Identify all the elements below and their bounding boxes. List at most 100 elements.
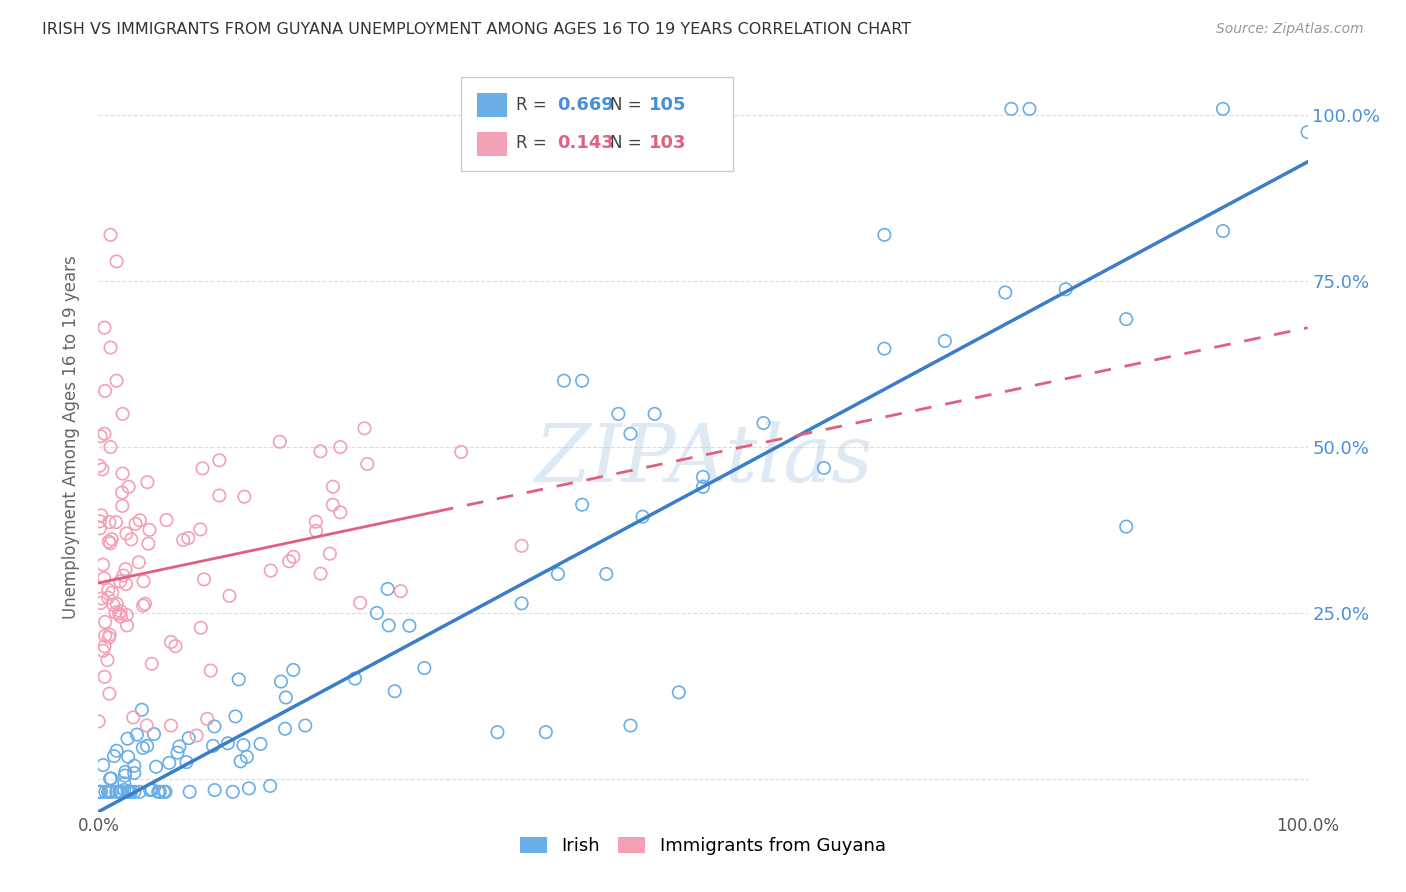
Irish [110,785,132,799]
Immigrants from Guyana [319,547,342,561]
Immigrants from Guyana [309,444,332,458]
Irish [141,782,163,797]
Irish [217,736,239,750]
Irish [534,725,557,739]
Immigrants from Guyana [305,515,328,529]
Irish [366,606,388,620]
Immigrants from Guyana [100,532,122,546]
Immigrants from Guyana [218,589,240,603]
Irish [1000,102,1022,116]
Irish [112,776,135,790]
Irish [813,461,835,475]
Immigrants from Guyana [208,488,231,502]
Immigrants from Guyana [98,515,121,529]
Immigrants from Guyana [124,516,146,531]
Immigrants from Guyana [195,712,218,726]
Immigrants from Guyana [96,653,118,667]
Irish [179,785,201,799]
Immigrants from Guyana [510,539,533,553]
Irish [98,785,121,799]
Immigrants from Guyana [100,341,122,355]
Immigrants from Guyana [190,621,212,635]
Immigrants from Guyana [160,718,183,732]
Immigrants from Guyana [118,480,141,494]
Immigrants from Guyana [135,718,157,732]
Irish [692,480,714,494]
Immigrants from Guyana [93,571,115,585]
Immigrants from Guyana [91,558,114,572]
Immigrants from Guyana [349,596,371,610]
FancyBboxPatch shape [461,78,734,171]
Irish [249,737,271,751]
Text: IRISH VS IMMIGRANTS FROM GUYANA UNEMPLOYMENT AMONG AGES 16 TO 19 YEARS CORRELATI: IRISH VS IMMIGRANTS FROM GUYANA UNEMPLOY… [42,22,911,37]
Irish [103,749,125,764]
Immigrants from Guyana [120,533,142,547]
Immigrants from Guyana [94,629,117,643]
Immigrants from Guyana [200,664,222,678]
Immigrants from Guyana [105,597,128,611]
Irish [91,758,114,772]
Irish [934,334,956,348]
Immigrants from Guyana [191,461,214,475]
Irish [1054,282,1077,296]
Immigrants from Guyana [122,710,145,724]
Irish [873,342,896,356]
Immigrants from Guyana [322,480,344,494]
Immigrants from Guyana [112,568,135,582]
Irish [873,227,896,242]
Immigrants from Guyana [260,564,283,578]
Immigrants from Guyana [90,591,112,606]
Irish [238,781,260,796]
Immigrants from Guyana [329,440,352,454]
Irish [117,749,139,764]
Irish [1296,125,1319,139]
Irish [201,739,224,753]
Text: N =: N = [610,135,647,153]
Immigrants from Guyana [322,498,344,512]
Immigrants from Guyana [138,523,160,537]
Irish [169,739,191,754]
Irish [294,718,316,732]
Irish [553,374,575,388]
Immigrants from Guyana [110,574,132,589]
Irish [152,785,174,799]
Irish [139,783,162,797]
Immigrants from Guyana [136,475,159,490]
Immigrants from Guyana [100,440,122,454]
Immigrants from Guyana [165,639,187,653]
Irish [224,709,246,723]
Irish [229,755,252,769]
Immigrants from Guyana [93,320,115,334]
Immigrants from Guyana [134,597,156,611]
Irish [595,566,617,581]
Irish [413,661,436,675]
Immigrants from Guyana [105,254,128,268]
Irish [619,718,641,732]
Immigrants from Guyana [155,513,177,527]
Immigrants from Guyana [389,584,412,599]
Immigrants from Guyana [97,631,120,645]
Immigrants from Guyana [104,515,127,529]
Text: 105: 105 [648,96,686,114]
Immigrants from Guyana [105,374,128,388]
Legend: Irish, Immigrants from Guyana: Irish, Immigrants from Guyana [513,830,893,863]
Irish [232,738,254,752]
Irish [145,760,167,774]
Immigrants from Guyana [193,573,215,587]
Irish [547,566,569,581]
Irish [1212,224,1234,238]
Irish [236,749,259,764]
Immigrants from Guyana [128,513,150,527]
Immigrants from Guyana [89,429,111,443]
Irish [100,772,122,786]
Irish [124,785,146,799]
Immigrants from Guyana [94,384,117,398]
Irish [228,673,250,687]
Immigrants from Guyana [450,445,472,459]
Immigrants from Guyana [104,606,127,620]
Immigrants from Guyana [89,458,111,473]
Irish [98,772,121,786]
Irish [110,785,132,799]
Irish [274,690,297,705]
Irish [177,731,200,745]
